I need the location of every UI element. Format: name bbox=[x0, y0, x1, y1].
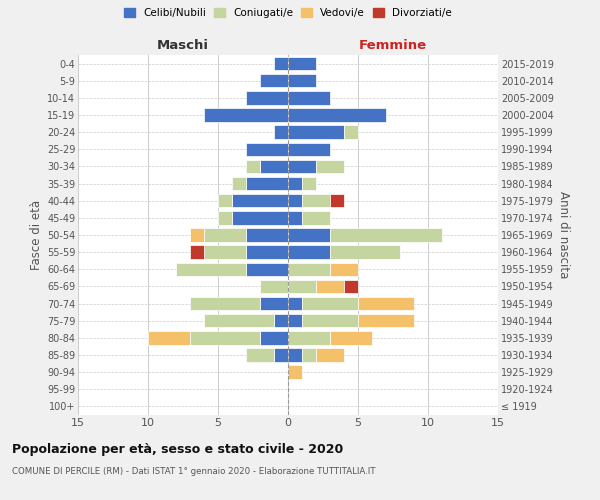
Bar bbox=[246, 262, 288, 276]
Bar bbox=[288, 108, 386, 122]
Bar bbox=[218, 194, 232, 207]
Bar bbox=[288, 228, 330, 241]
Bar bbox=[204, 246, 246, 259]
Bar bbox=[288, 246, 330, 259]
Bar bbox=[204, 108, 288, 122]
Bar bbox=[260, 331, 288, 344]
Bar bbox=[274, 126, 288, 139]
Bar bbox=[288, 331, 330, 344]
Bar bbox=[274, 348, 288, 362]
Bar bbox=[218, 211, 232, 224]
Bar bbox=[246, 160, 260, 173]
Bar bbox=[246, 177, 288, 190]
Bar bbox=[204, 314, 274, 328]
Bar bbox=[316, 160, 344, 173]
Bar bbox=[246, 246, 288, 259]
Bar bbox=[330, 194, 344, 207]
Bar bbox=[190, 228, 204, 241]
Bar bbox=[344, 280, 358, 293]
Bar bbox=[316, 280, 344, 293]
Bar bbox=[288, 366, 302, 379]
Bar bbox=[288, 348, 302, 362]
Bar bbox=[246, 348, 274, 362]
Bar bbox=[288, 74, 316, 88]
Bar bbox=[330, 228, 442, 241]
Bar bbox=[330, 331, 372, 344]
Bar bbox=[288, 142, 330, 156]
Bar bbox=[204, 228, 246, 241]
Bar bbox=[288, 211, 302, 224]
Bar bbox=[288, 160, 316, 173]
Bar bbox=[358, 297, 414, 310]
Bar bbox=[288, 297, 302, 310]
Text: Maschi: Maschi bbox=[157, 38, 209, 52]
Bar bbox=[274, 57, 288, 70]
Bar bbox=[288, 262, 330, 276]
Bar bbox=[274, 314, 288, 328]
Bar bbox=[330, 262, 358, 276]
Bar bbox=[330, 246, 400, 259]
Bar bbox=[302, 211, 330, 224]
Bar bbox=[232, 194, 288, 207]
Bar bbox=[344, 126, 358, 139]
Bar bbox=[302, 194, 330, 207]
Bar bbox=[288, 314, 302, 328]
Bar bbox=[302, 314, 358, 328]
Bar bbox=[190, 297, 260, 310]
Bar bbox=[260, 74, 288, 88]
Bar bbox=[232, 211, 288, 224]
Bar bbox=[190, 331, 260, 344]
Bar bbox=[246, 142, 288, 156]
Bar bbox=[232, 177, 246, 190]
Bar bbox=[288, 194, 302, 207]
Bar bbox=[288, 177, 302, 190]
Bar bbox=[302, 348, 316, 362]
Bar bbox=[288, 280, 316, 293]
Bar bbox=[260, 280, 288, 293]
Bar bbox=[288, 91, 330, 104]
Bar bbox=[260, 160, 288, 173]
Text: Popolazione per età, sesso e stato civile - 2020: Popolazione per età, sesso e stato civil… bbox=[12, 442, 343, 456]
Bar bbox=[302, 177, 316, 190]
Text: Femmine: Femmine bbox=[359, 38, 427, 52]
Bar bbox=[246, 91, 288, 104]
Bar bbox=[288, 57, 316, 70]
Bar bbox=[190, 246, 204, 259]
Bar bbox=[316, 348, 344, 362]
Bar bbox=[302, 297, 358, 310]
Y-axis label: Fasce di età: Fasce di età bbox=[29, 200, 43, 270]
Bar bbox=[148, 331, 190, 344]
Y-axis label: Anni di nascita: Anni di nascita bbox=[557, 192, 571, 278]
Text: COMUNE DI PERCILE (RM) - Dati ISTAT 1° gennaio 2020 - Elaborazione TUTTITALIA.IT: COMUNE DI PERCILE (RM) - Dati ISTAT 1° g… bbox=[12, 468, 376, 476]
Bar bbox=[176, 262, 246, 276]
Bar bbox=[358, 314, 414, 328]
Bar bbox=[288, 126, 344, 139]
Legend: Celibi/Nubili, Coniugati/e, Vedovi/e, Divorziati/e: Celibi/Nubili, Coniugati/e, Vedovi/e, Di… bbox=[124, 8, 452, 18]
Bar bbox=[260, 297, 288, 310]
Bar bbox=[246, 228, 288, 241]
